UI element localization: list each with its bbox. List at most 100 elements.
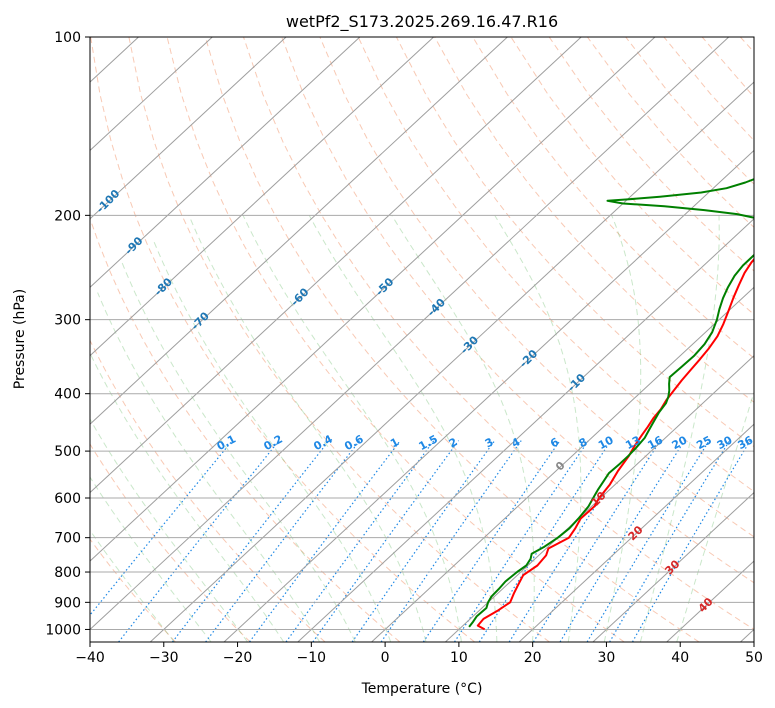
mixing-ratio-label: 8	[577, 435, 590, 450]
dry-adiabat	[204, 37, 700, 642]
isotherm-line	[90, 37, 508, 425]
dry-adiabat	[166, 37, 625, 642]
mixing-ratio-label: 30	[715, 433, 735, 452]
isotherm-line	[666, 560, 754, 642]
moist-adiabat	[639, 215, 720, 642]
y-tick-label: 500	[54, 444, 81, 460]
mixing-ratio-label: 0.1	[215, 432, 238, 453]
x-tick-label: 40	[671, 650, 689, 666]
y-tick-label: 400	[54, 387, 81, 403]
mixing-ratio-label: 16	[645, 433, 665, 452]
x-tick-label: −40	[75, 650, 105, 666]
moist-adiabat	[494, 215, 582, 642]
moist-adiabat	[90, 351, 285, 642]
dry-adiabat	[90, 37, 476, 642]
isotherm-line	[90, 37, 656, 562]
y-tick-label: 700	[54, 531, 81, 547]
mixing-ratio-line	[90, 440, 233, 616]
dry-adiabat	[663, 37, 754, 142]
mixing-ratio-line	[631, 440, 751, 642]
isotherm-line	[0, 37, 65, 642]
moist-adiabat	[603, 215, 642, 642]
dewpoint-line	[468, 178, 754, 628]
mixing-ratio-line	[205, 440, 361, 642]
mixing-ratio-line	[171, 440, 330, 642]
isotherm-line	[90, 37, 361, 288]
mixing-ratio-line	[586, 440, 710, 642]
dry-adiabat	[357, 37, 754, 493]
mixing-ratio-label: 25	[694, 433, 714, 452]
mixing-ratio-label: 4	[509, 435, 522, 450]
x-tick-label: 10	[450, 650, 468, 666]
mixing-ratio-line	[422, 440, 561, 642]
isotherm-line	[90, 37, 213, 152]
background-lines	[90, 37, 754, 642]
dry-adiabat	[243, 37, 754, 630]
isotherm-line	[90, 37, 582, 494]
y-tick-label: 900	[54, 595, 81, 611]
mixing-ratio-label: 10	[596, 433, 616, 452]
x-tick-label: 20	[524, 650, 542, 666]
moist-adiabat	[308, 215, 498, 642]
mixing-ratio-label: 1.5	[417, 432, 440, 453]
moist-adiabat	[242, 215, 462, 642]
mixing-ratio-label: 0.2	[262, 432, 285, 453]
x-tick-label: 0	[381, 650, 390, 666]
dry-adiabat	[90, 339, 326, 642]
moist-adiabat	[90, 529, 175, 642]
x-tick-label: −10	[297, 650, 327, 666]
mixing-ratio-line	[609, 440, 731, 642]
mixing-ratio-line	[453, 440, 589, 642]
isotherm-line	[518, 423, 754, 642]
x-tick-label: 30	[598, 650, 616, 666]
mixing-ratio-line	[351, 440, 496, 642]
mixing-ratio-label: 2	[447, 435, 460, 450]
dry-adiabat	[434, 37, 754, 403]
isotherm-line	[297, 218, 754, 642]
dry-adiabat	[739, 37, 754, 53]
x-axis-title: Temperature (°C)	[361, 681, 483, 697]
y-tick-label: 600	[54, 491, 81, 507]
moist-adiabat	[90, 418, 248, 642]
plot-frame	[89, 36, 755, 643]
dry-adiabat	[319, 37, 754, 538]
moist-adiabat	[676, 390, 754, 642]
mixing-ratio-line	[249, 440, 401, 642]
y-tick-label: 800	[54, 565, 81, 581]
isotherm-line	[90, 37, 287, 220]
x-tick-label: −30	[149, 650, 179, 666]
isotherm-line	[90, 37, 730, 631]
x-tick-label: 50	[745, 650, 763, 666]
mixing-ratio-line	[508, 440, 639, 642]
mixing-ratio-label: 20	[670, 433, 690, 452]
gridlines	[0, 37, 754, 642]
isotherm-line	[90, 37, 434, 357]
isotherm-line	[371, 286, 754, 642]
mixing-ratio-line	[285, 440, 435, 642]
x-axis: −40 −30 −20 −10 0 10 20 30 40 50	[75, 642, 763, 666]
mixing-ratio-line	[559, 440, 686, 642]
y-tick-label: 1000	[45, 622, 81, 638]
moist-adiabat	[188, 215, 427, 642]
mixing-ratio-line	[532, 440, 661, 642]
chart-title: wetPf2_S173.2025.269.16.47.R16	[286, 12, 558, 32]
dry-adiabat	[625, 37, 754, 185]
mixing-ratio-line	[312, 440, 460, 642]
isotherm-line	[740, 628, 754, 642]
isotherm-label: -100	[94, 187, 123, 216]
isotherm-line	[445, 355, 754, 642]
y-tick-label: 300	[54, 313, 81, 329]
dry-adiabat	[90, 443, 251, 642]
y-tick-label: 200	[54, 208, 81, 224]
x-tick-label: −20	[223, 650, 253, 666]
isotherm-line	[149, 81, 754, 642]
isotherm-line	[223, 149, 754, 642]
mixing-ratio-line	[380, 440, 522, 642]
dry-adiabat	[701, 37, 754, 98]
moist-adiabat	[391, 215, 535, 642]
y-axis: 100 200 300 400 500 600 700 800 900 1000	[45, 30, 90, 638]
dry-adiabat	[395, 37, 754, 448]
mixing-ratio-label: 36	[736, 433, 756, 452]
